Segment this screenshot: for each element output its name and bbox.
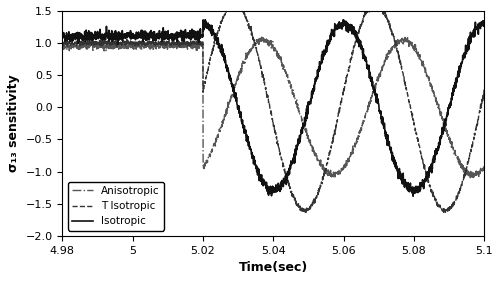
Isotropic	[254, 164, 260, 167]
Isotropic	[470, 34, 476, 38]
Anisotropic	[392, 45, 398, 48]
Y-axis label: σ₁₃ sensitivity: σ₁₃ sensitivity	[7, 74, 20, 172]
X-axis label: Time(sec): Time(sec)	[238, 261, 308, 274]
Anisotropic	[264, 41, 270, 45]
Anisotropic	[469, 173, 475, 176]
Anisotropic	[60, 46, 66, 49]
T Isotropic	[469, 144, 475, 148]
T Isotropic	[81, 42, 87, 46]
Anisotropic	[470, 175, 476, 179]
Isotropic	[410, 194, 416, 198]
Line: T Isotropic: T Isotropic	[62, 2, 484, 214]
Line: Anisotropic: Anisotropic	[62, 37, 484, 178]
T Isotropic	[254, 49, 260, 53]
Isotropic	[81, 36, 87, 39]
Line: Isotropic: Isotropic	[62, 20, 484, 196]
Anisotropic	[81, 42, 87, 46]
T Isotropic	[470, 146, 476, 149]
T Isotropic	[302, 212, 308, 216]
T Isotropic	[60, 42, 66, 46]
T Isotropic	[264, 94, 270, 97]
Isotropic	[469, 33, 475, 37]
Anisotropic	[481, 167, 487, 171]
Anisotropic	[468, 176, 473, 179]
T Isotropic	[392, 41, 398, 45]
Anisotropic	[254, 39, 260, 42]
Isotropic	[481, 24, 487, 27]
Legend: Anisotropic, T Isotropic, Isotropic: Anisotropic, T Isotropic, Isotropic	[68, 182, 164, 231]
T Isotropic	[228, 1, 234, 4]
Isotropic	[60, 34, 66, 37]
Isotropic	[202, 18, 208, 21]
T Isotropic	[481, 89, 487, 92]
Anisotropic	[400, 35, 406, 39]
Isotropic	[264, 188, 270, 192]
Isotropic	[392, 160, 398, 164]
